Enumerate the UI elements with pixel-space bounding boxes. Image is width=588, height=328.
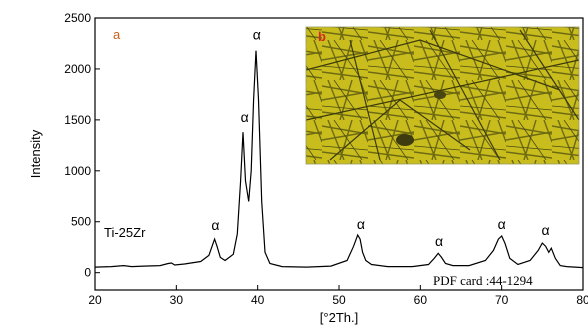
x-tick-label: 50 (332, 293, 346, 307)
x-axis-title: [°2Th.] (320, 310, 358, 325)
y-tick-label: 2000 (64, 62, 91, 76)
x-tick-label: 70 (495, 293, 509, 307)
panel-b-label: b (318, 29, 326, 44)
peak-label-alpha: α (498, 216, 506, 232)
x-tick-label: 60 (414, 293, 428, 307)
peak-label-alpha: α (241, 109, 249, 125)
peak-label-alpha: α (211, 217, 219, 233)
series-label: Ti-25Zr (104, 225, 146, 240)
x-tick-label: 30 (170, 293, 184, 307)
y-tick-label: 1000 (64, 164, 91, 178)
y-tick-label: 500 (71, 215, 91, 229)
panel-a-label: a (113, 27, 121, 42)
peak-label-alpha: α (253, 26, 261, 42)
y-tick-label: 0 (84, 266, 91, 280)
y-axis: 0 500 1000 1500 2000 2500 (64, 11, 100, 280)
peak-label-alpha: α (357, 216, 365, 232)
peak-annotations: α α α α α α α (211, 26, 549, 249)
x-tick-label: 20 (88, 293, 102, 307)
series-line-ti-25zr (94, 50, 584, 269)
peak-label-alpha: α (435, 233, 443, 249)
y-tick-label: 1500 (64, 113, 91, 127)
pdf-card-label: PDF card :44-1294 (433, 273, 533, 288)
micrograph-inset (305, 26, 580, 165)
x-tick-label: 40 (251, 293, 265, 307)
y-tick-label: 2500 (64, 11, 91, 25)
y-axis-title: Intensity (28, 129, 43, 178)
x-axis: 20 30 40 50 60 70 80 (88, 285, 588, 307)
peak-label-alpha: α (542, 222, 550, 238)
x-tick-label: 80 (576, 293, 588, 307)
